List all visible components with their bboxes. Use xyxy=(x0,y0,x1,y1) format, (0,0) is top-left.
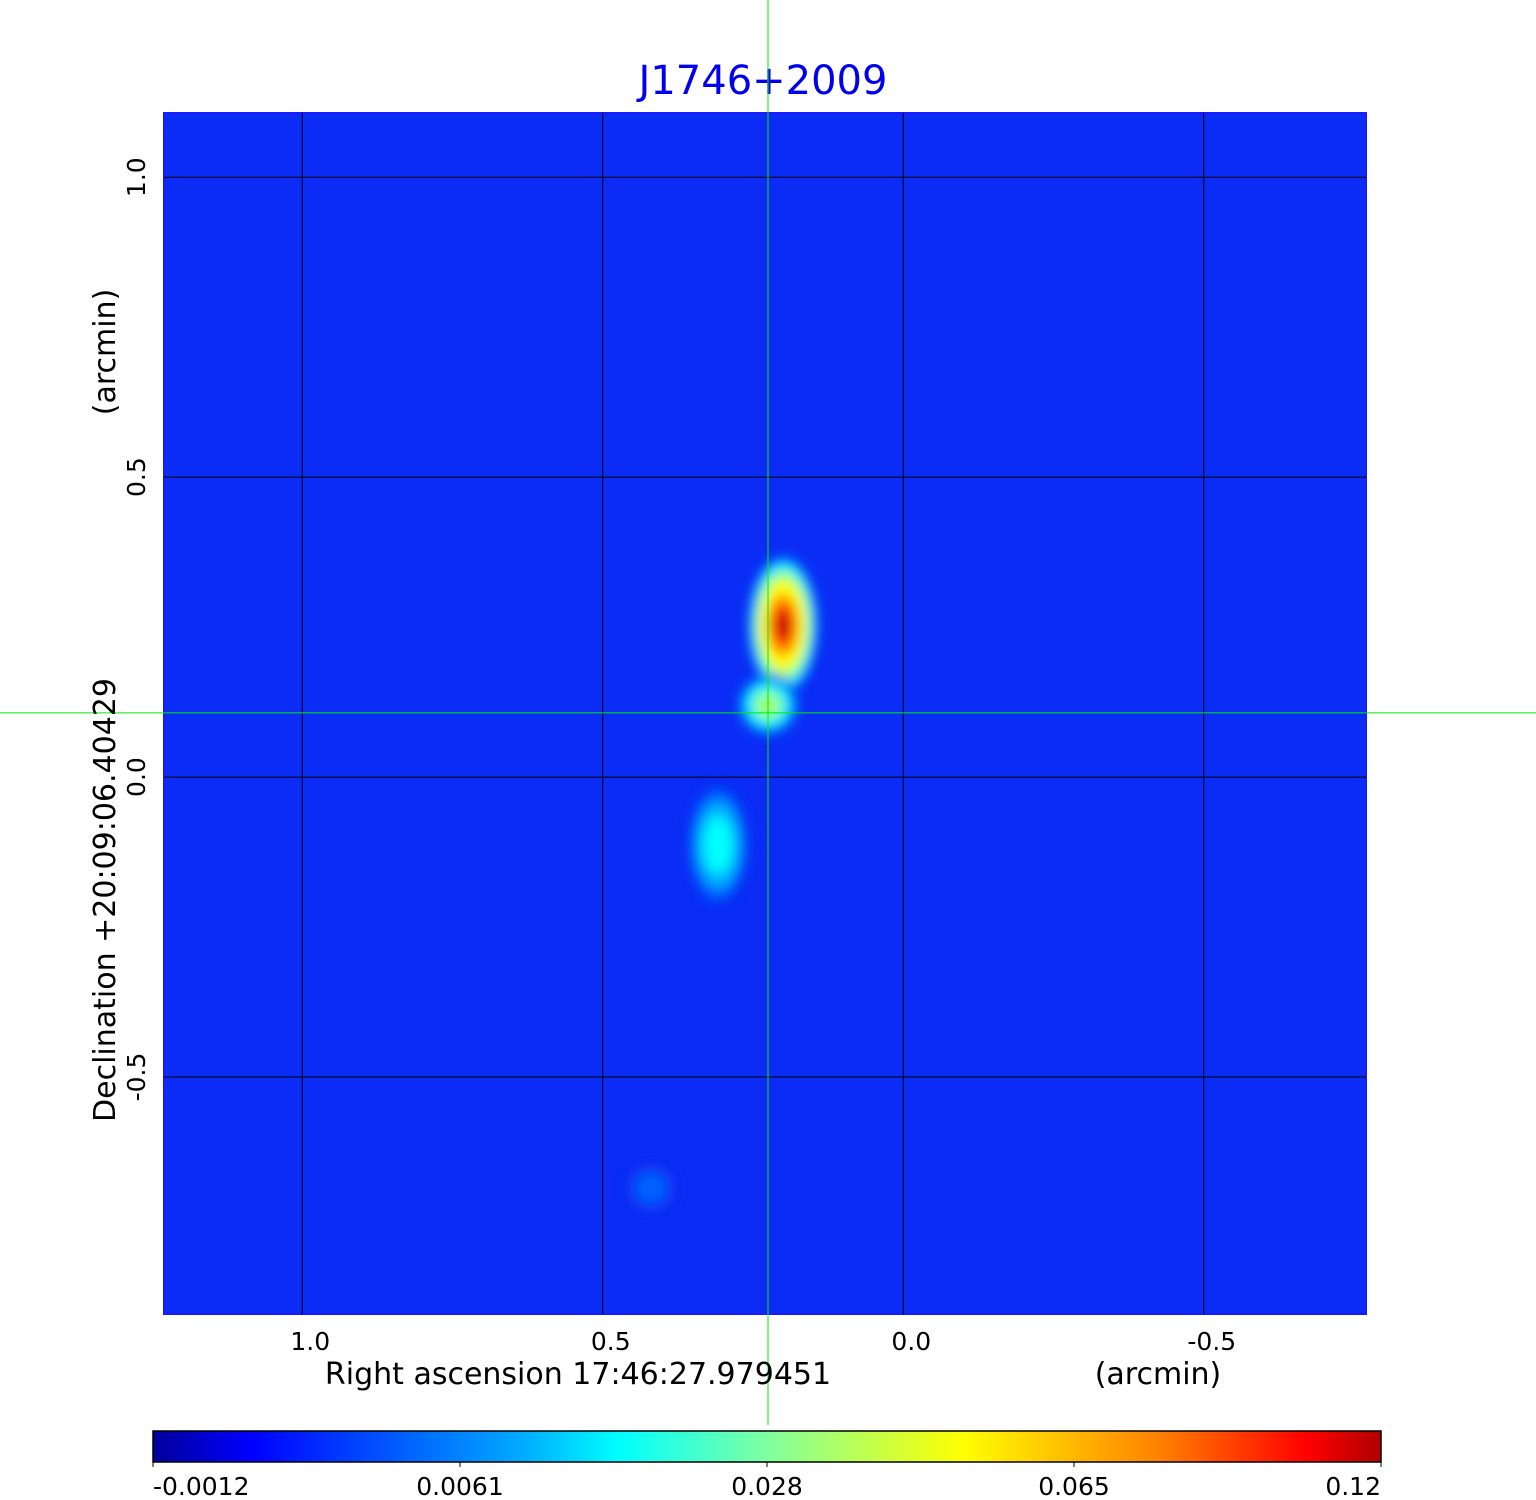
colorbar-tick-label: 0.065 xyxy=(1038,1472,1110,1500)
y-axis-label: Declination +20:09:06.40429 xyxy=(88,678,123,1122)
y-tick-label: 1.0 xyxy=(122,157,151,197)
x-tick-label: 0.5 xyxy=(591,1327,631,1356)
y-axis-unit: (arcmin) xyxy=(88,289,123,416)
y-tick-label: 0.5 xyxy=(122,457,151,497)
x-tick-label: 0.0 xyxy=(891,1327,931,1356)
x-tick-label: 1.0 xyxy=(290,1327,330,1356)
colorbar-tick-label: 0.028 xyxy=(731,1472,803,1500)
colorbar xyxy=(152,1430,1382,1463)
colorbar-tick-label: -0.0012 xyxy=(153,1472,250,1500)
x-axis-unit: (arcmin) xyxy=(1095,1357,1222,1392)
colorbar-tick-label: 0.0061 xyxy=(416,1472,503,1500)
source-0-contour xyxy=(775,611,791,640)
colorbar-tick-label: 0.12 xyxy=(1325,1472,1381,1500)
source-3-contour xyxy=(633,1171,668,1205)
y-tick-label: 0.0 xyxy=(122,757,151,797)
x-tick-label: -0.5 xyxy=(1187,1327,1236,1356)
source-2-contour xyxy=(703,816,733,874)
x-axis-label: Right ascension 17:46:27.979451 xyxy=(325,1357,831,1392)
chart-title: J1746+2009 xyxy=(636,58,888,104)
y-tick-label: -0.5 xyxy=(122,1053,151,1102)
